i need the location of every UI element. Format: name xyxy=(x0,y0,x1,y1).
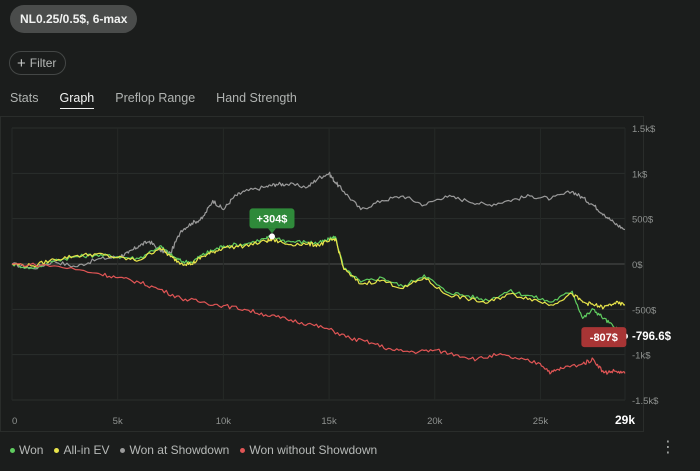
legend-item-won-at-showdown[interactable]: Won at Showdown xyxy=(120,443,229,457)
series-line-won xyxy=(11,234,626,337)
y-tick-label: 1k$ xyxy=(632,169,648,180)
callout-0-pointer xyxy=(267,228,276,234)
y-tick-label: 1.5k$ xyxy=(632,124,656,135)
y-tick-label: -500$ xyxy=(632,305,657,316)
legend-label-won-at-showdown: Won at Showdown xyxy=(129,443,230,457)
x-tick-label: 29k xyxy=(615,413,635,427)
series-line-won-without-showdown xyxy=(11,262,626,375)
callout-1-label: -796.6$ xyxy=(632,331,672,343)
filter-button[interactable]: + Filter xyxy=(9,51,67,75)
x-tick-label: 20k xyxy=(427,416,443,427)
plus-icon: + xyxy=(17,54,26,72)
callout-0-label: +304$ xyxy=(257,213,288,225)
chart-frame xyxy=(0,116,644,432)
x-tick-label: 10k xyxy=(216,416,232,427)
y-tick-label: -1.5k$ xyxy=(632,396,659,407)
x-tick-label: 25k xyxy=(533,416,549,427)
x-tick-label: 15k xyxy=(321,416,337,427)
x-tick-label: 5k xyxy=(113,416,123,427)
callout-0-box xyxy=(249,208,295,229)
legend-item-won-without-showdown[interactable]: Won without Showdown xyxy=(240,443,377,457)
legend-swatch-won-at-showdown xyxy=(120,447,126,453)
legend-label-all-in-ev: All-in EV xyxy=(63,443,110,457)
tab-bar: Stats Graph Preflop Range Hand Strength xyxy=(10,91,297,109)
callout-2-label: -807$ xyxy=(590,332,618,344)
y-tick-label: 0$ xyxy=(632,260,643,271)
legend: Won All-in EV Won at Showdown Won withou… xyxy=(10,443,377,457)
legend-item-all-in-ev[interactable]: All-in EV xyxy=(54,443,109,457)
more-vertical-icon[interactable]: ⋮ xyxy=(660,439,676,456)
profit-graph[interactable]: 1.5k$ 1k$ 500$ 0$ -500$ -1k$ -1.5k$ 0 5k 10k 15k 20… xyxy=(0,116,700,434)
y-tick-label: 500$ xyxy=(632,215,654,226)
legend-swatch-all-in-ev xyxy=(54,447,60,453)
legend-item-won[interactable]: Won xyxy=(10,443,43,457)
legend-swatch-won-without-showdown xyxy=(240,447,246,453)
x-tick-label: 0 xyxy=(12,416,17,427)
callout-2-box xyxy=(581,327,627,348)
tab-graph[interactable]: Graph xyxy=(59,91,95,109)
stakes-chip[interactable]: NL0.25/0.5$, 6-max xyxy=(10,5,138,33)
tab-hand-strength[interactable]: Hand Strength xyxy=(216,91,297,105)
y-tick-label: -1k$ xyxy=(632,351,651,362)
legend-label-won-without-showdown: Won without Showdown xyxy=(249,443,378,457)
tab-stats[interactable]: Stats xyxy=(10,91,39,105)
series-line-all-in-ev xyxy=(11,237,626,310)
legend-label-won: Won xyxy=(19,443,44,457)
callout-0-marker xyxy=(268,233,275,240)
legend-swatch-won xyxy=(10,447,15,453)
series-line-won-at-showdown xyxy=(11,171,626,270)
tab-preflop-range[interactable]: Preflop Range xyxy=(115,91,196,105)
filter-label: Filter xyxy=(29,56,57,70)
